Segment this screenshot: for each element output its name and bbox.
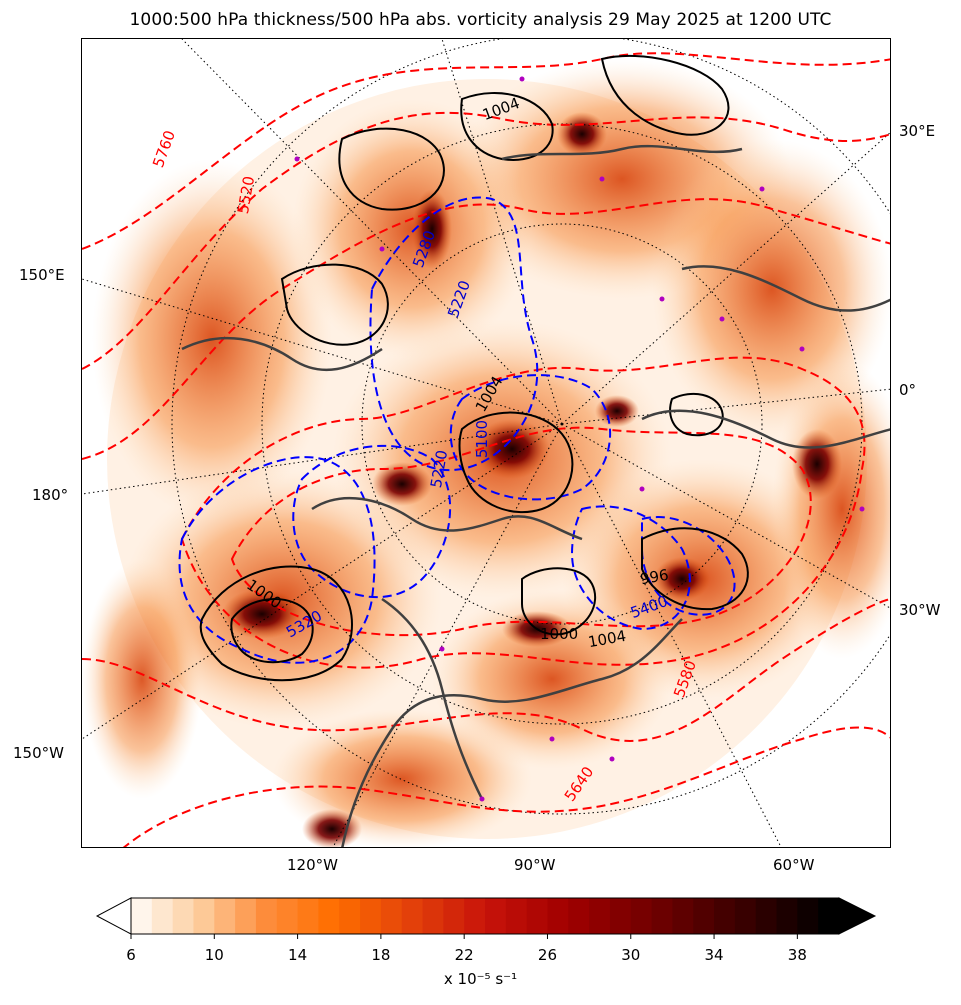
colorbar-outline <box>130 897 840 935</box>
colorbar-extend-min <box>95 897 132 935</box>
colorbar-cell <box>818 898 840 934</box>
pressure-contours <box>199 54 749 682</box>
colorbar-cell <box>651 898 674 934</box>
colorbar-cell <box>151 898 174 934</box>
colorbar-cell <box>755 898 778 934</box>
pressure-label: 1000 <box>540 625 579 643</box>
colorbar-cell <box>214 898 236 934</box>
colorbar-cell <box>464 898 486 934</box>
meridian-label-60w: 60°W <box>773 856 815 874</box>
colorbar-extend-max <box>838 897 877 935</box>
lon-label-30w: 30°W <box>899 601 941 619</box>
map-panel <box>81 38 891 848</box>
colorbar-cell <box>672 898 694 934</box>
lon-label-0: 0° <box>899 381 917 399</box>
colorbar-cell <box>443 898 465 934</box>
colorbar-tick-label: 38 <box>787 946 807 964</box>
colorbar-cell <box>193 898 215 934</box>
colorbar-tick-label: 34 <box>704 946 724 964</box>
colorbar-cell <box>505 898 528 934</box>
colorbar-cell <box>589 898 611 934</box>
colorbar-cell <box>797 898 819 934</box>
colorbar-cell <box>714 898 736 934</box>
colorbar-cell <box>255 898 278 934</box>
colorbar-tick-label: 18 <box>371 946 391 964</box>
colorbar-cell <box>172 898 195 934</box>
colorbar-tick-label: 30 <box>621 946 641 964</box>
colorbar-label: x 10⁻⁵ s⁻¹ <box>443 970 518 988</box>
colorbar-tick-label: 10 <box>204 946 224 964</box>
colorbar-cell <box>734 898 757 934</box>
meridian-label-90w: 90°W <box>514 856 556 874</box>
colorbar-cell <box>401 898 424 934</box>
lon-label-150e: 150°E <box>19 266 65 284</box>
colorbar-tick-label: 6 <box>126 946 136 964</box>
colorbar-cell <box>276 898 299 934</box>
lon-label-30e: 30°E <box>899 122 936 140</box>
thickness-contours-warm <box>82 52 890 847</box>
colorbar-cell <box>360 898 382 934</box>
colorbar-cell <box>339 898 361 934</box>
colorbar-cell <box>318 898 340 934</box>
colorbar-tick-label: 14 <box>288 946 308 964</box>
map-svg <box>82 39 890 847</box>
colorbar-cell <box>380 898 403 934</box>
colorbar-ticks <box>130 934 798 939</box>
thickness-contours-cold <box>178 196 736 664</box>
chart-title: 1000:500 hPa thickness/500 hPa abs. vort… <box>129 10 832 30</box>
colorbar-cell <box>131 898 153 934</box>
meridian-label-120w: 120°W <box>287 856 338 874</box>
colorbar-cell <box>609 898 632 934</box>
colorbar-tick-label: 26 <box>537 946 558 964</box>
lon-label-150w: 150°W <box>13 744 64 762</box>
colorbar-cell <box>568 898 590 934</box>
lon-label-180: 180° <box>32 486 69 504</box>
colorbar-cell <box>297 898 320 934</box>
colorbar-cell <box>485 898 507 934</box>
surface-markers <box>294 76 865 802</box>
colorbar-cell <box>693 898 715 934</box>
colorbar-cell <box>235 898 257 934</box>
colorbar-cell <box>776 898 798 934</box>
colorbar-cell <box>422 898 444 934</box>
colorbar-cell <box>547 898 569 934</box>
colorbar-cell <box>526 898 549 934</box>
colorbar-cell <box>630 898 653 934</box>
colorbar-cells <box>131 898 840 934</box>
coastlines <box>181 144 890 847</box>
colorbar-tick-label: 22 <box>454 946 474 964</box>
